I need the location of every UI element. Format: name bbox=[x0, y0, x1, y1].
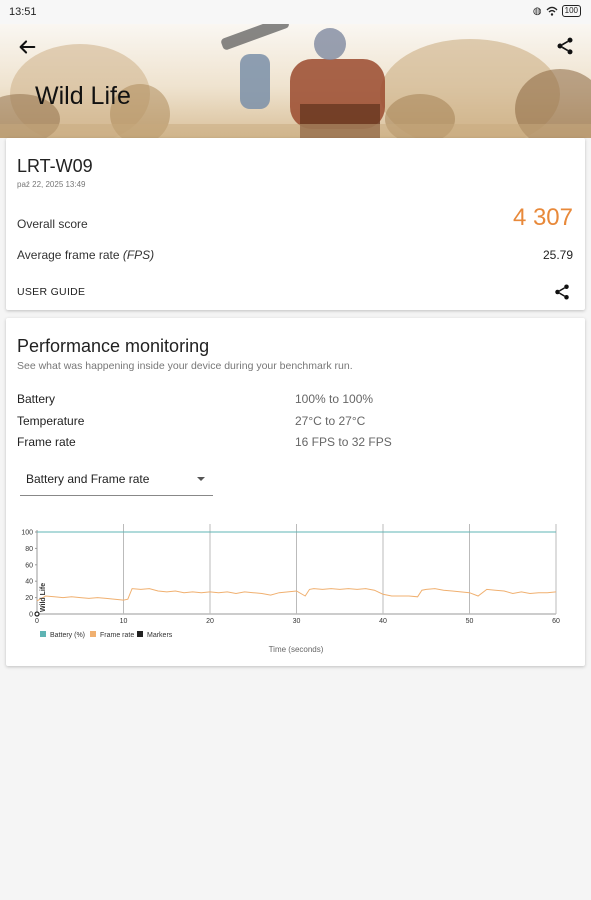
dropdown-arrow-icon bbox=[197, 477, 205, 481]
battery-stat-value: 100% to 100% bbox=[295, 392, 374, 406]
hero-banner: Wild Life bbox=[0, 24, 591, 138]
device-name: LRT-W09 bbox=[17, 156, 93, 176]
y-tick-label-2: 40 bbox=[25, 579, 33, 586]
legend-swatch-1 bbox=[90, 631, 96, 637]
x-tick-label-4: 40 bbox=[379, 618, 387, 625]
framerate-stat-label: Frame rate bbox=[17, 435, 76, 449]
average-fps-value: 25.79 bbox=[542, 248, 573, 262]
average-fps-label-text: Average frame rate bbox=[17, 248, 120, 262]
y-axis-title: Wild Life bbox=[40, 583, 47, 612]
result-card: LRT-W09 paź 22, 2025 13:49 Overall score… bbox=[6, 138, 585, 310]
temperature-stat-label: Temperature bbox=[17, 414, 85, 428]
x-tick-label-1: 10 bbox=[120, 618, 128, 625]
overall-score-label: Overall score bbox=[17, 217, 88, 231]
y-tick-label-4: 80 bbox=[25, 546, 33, 553]
average-fps-label-unit: (FPS) bbox=[122, 248, 155, 262]
y-tick-label-0: 0 bbox=[29, 612, 33, 619]
user-guide-link[interactable]: USER GUIDE bbox=[17, 286, 86, 298]
page-title: Wild Life bbox=[35, 82, 131, 110]
framerate-stat-value: 16 FPS to 32 FPS bbox=[295, 435, 392, 449]
monitoring-subtitle: See what was happening inside your devic… bbox=[17, 360, 353, 372]
origin-marker-point bbox=[34, 611, 40, 617]
y-tick-label-3: 60 bbox=[25, 562, 33, 569]
average-fps-label: Average frame rate (FPS) bbox=[17, 248, 154, 262]
x-tick-label-3: 30 bbox=[293, 618, 301, 625]
x-axis-title: Time (seconds) bbox=[269, 645, 324, 654]
legend-label-0: Battery (%) bbox=[50, 632, 85, 639]
status-time: 13:51 bbox=[9, 6, 37, 18]
chart-selector-dropdown[interactable]: Battery and Frame rate bbox=[20, 466, 213, 496]
x-tick-label-2: 20 bbox=[206, 618, 214, 625]
temperature-stat-value: 27°C to 27°C bbox=[295, 414, 366, 428]
legend-swatch-0 bbox=[40, 631, 46, 637]
x-tick-label-0: 0 bbox=[35, 618, 39, 625]
performance-monitoring-card: Performance monitoring See what was happ… bbox=[6, 318, 585, 666]
result-date: paź 22, 2025 13:49 bbox=[17, 180, 86, 189]
back-arrow-icon[interactable] bbox=[16, 36, 38, 58]
performance-chart: 0 20 40 60 80 100 0 10 20 30 40 50 60 Wild Life Batter… bbox=[21, 524, 560, 654]
share-icon[interactable] bbox=[555, 36, 575, 56]
series-line-1 bbox=[36, 588, 557, 602]
hero-artwork bbox=[0, 24, 591, 138]
y-tick-label-5: 100 bbox=[21, 530, 33, 537]
legend-label-1: Frame rate bbox=[100, 632, 134, 639]
y-tick-label-1: 20 bbox=[25, 595, 33, 602]
x-tick-label-5: 50 bbox=[466, 618, 474, 625]
legend-label-2: Markers bbox=[147, 632, 173, 639]
legend-swatch-2 bbox=[137, 631, 143, 637]
dropdown-selected-value: Battery and Frame rate bbox=[26, 472, 150, 486]
share-result-icon[interactable] bbox=[553, 283, 571, 301]
monitoring-title: Performance monitoring bbox=[17, 336, 210, 356]
status-icons: ◍ 100 bbox=[533, 5, 581, 17]
status-bar: 13:51 ◍ 100 bbox=[0, 0, 591, 24]
overall-score-value: 4 307 bbox=[512, 204, 573, 231]
x-tick-label-6: 60 bbox=[552, 618, 560, 625]
wifi-icon bbox=[546, 6, 558, 16]
battery-stat-label: Battery bbox=[17, 392, 56, 406]
vibrate-icon: ◍ bbox=[532, 5, 542, 17]
battery-icon: 100 bbox=[561, 5, 581, 17]
